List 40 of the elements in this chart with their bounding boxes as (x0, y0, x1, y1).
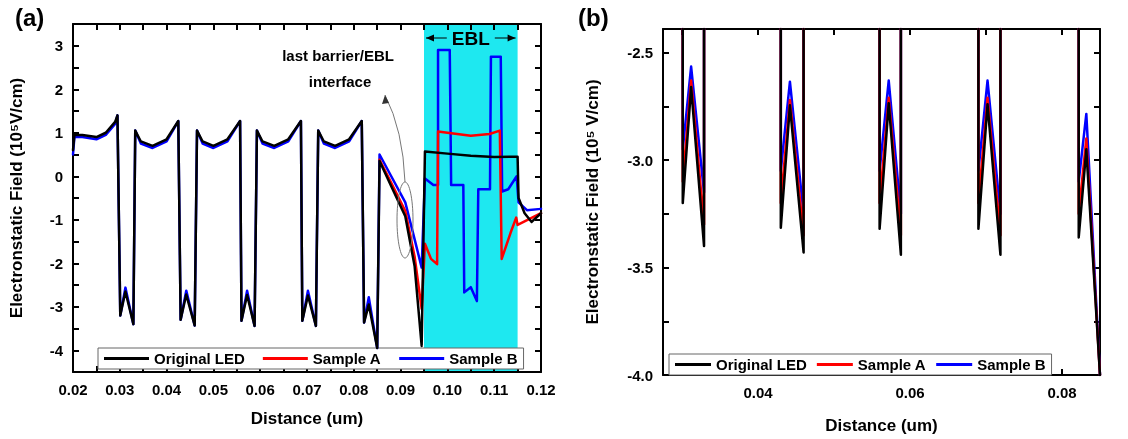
y-tick-label: 0 (54, 167, 63, 185)
annotation: last barrier/EBL interface (282, 46, 398, 90)
y-tick-label: -3 (49, 298, 63, 316)
y-tick-label: 2 (54, 80, 63, 98)
y-tick-label: 3 (54, 37, 63, 55)
y-tick-label: -3.5 (627, 259, 653, 277)
y-axis-title: Electronstatic Field (10⁵V/cm) (7, 77, 26, 319)
y-tick-label: -4.0 (627, 366, 653, 384)
y-tick-label: -2 (49, 254, 63, 272)
x-tick-label: 0.08 (1047, 384, 1077, 401)
x-tick-label: 0.07 (292, 381, 322, 398)
y-tick-label: -1 (49, 211, 63, 229)
x-axis-title: Distance (um) (250, 409, 364, 428)
x-tick-label: 0.12 (526, 381, 556, 398)
legend-label: Original LED (716, 356, 808, 373)
legend-label: Sample B (977, 356, 1046, 373)
legend-label: Original LED (154, 350, 246, 367)
x-tick-label: 0.04 (743, 384, 774, 401)
y-axis-title: Electronstatic Field (10⁵ V/cm) (583, 79, 602, 325)
x-tick-label: 0.06 (895, 384, 925, 401)
legend-label: Sample B (449, 350, 518, 367)
x-tick-label: 0.10 (432, 381, 462, 398)
y-tick-label: -3.0 (627, 151, 653, 169)
x-axis-title: Distance (um) (825, 416, 938, 435)
x-tick-label: 0.04 (152, 381, 182, 398)
x-tick-label: 0.11 (480, 381, 509, 398)
x-tick-label: 0.05 (198, 381, 228, 398)
chart-title: (a) (15, 3, 45, 31)
legend-label: Sample A (857, 356, 926, 373)
x-tick-label: 0.06 (245, 381, 275, 398)
y-tick-label: -2.5 (627, 44, 653, 62)
x-tick-label: 0.08 (339, 381, 369, 398)
x-tick-label: 0.03 (105, 381, 135, 398)
y-tick-label: 1 (54, 124, 63, 142)
band-label: EBL (451, 27, 491, 49)
x-tick-label: 0.02 (58, 381, 88, 398)
legend-label: Sample A (312, 350, 381, 367)
y-tick-label: -4 (49, 341, 64, 359)
x-tick-label: 0.09 (386, 381, 416, 398)
chart-title: (b) (578, 3, 609, 31)
